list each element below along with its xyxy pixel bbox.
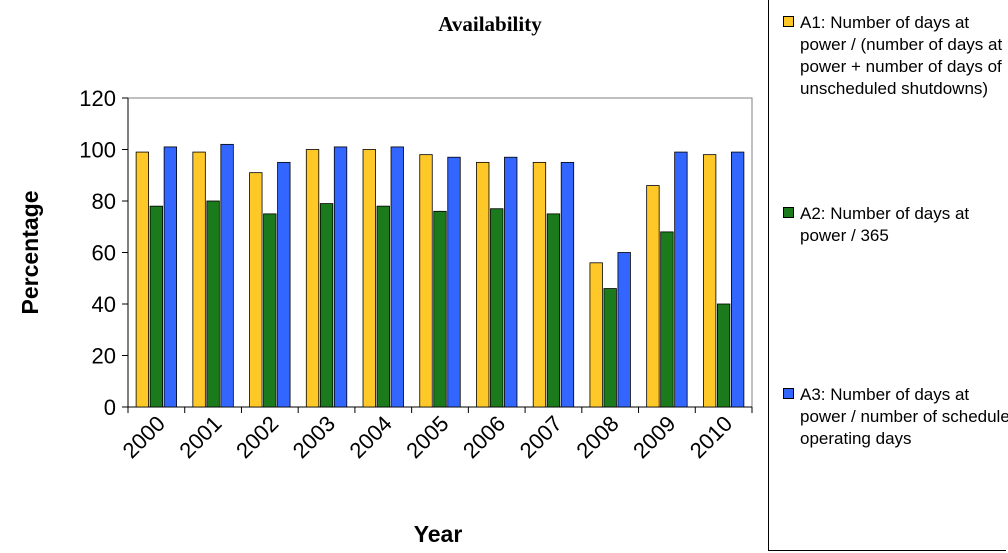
y-tick-label: 0 [104, 395, 116, 420]
x-tick-label: 2005 [401, 411, 453, 463]
bar [730, 151, 745, 408]
legend-label-a1: A1: Number of days at power / (number of… [800, 13, 1003, 98]
x-tick-label: 2004 [345, 411, 397, 463]
bar [149, 205, 164, 408]
bar [263, 213, 277, 408]
bar [305, 149, 320, 408]
bar [546, 213, 561, 408]
x-tick-label: 2006 [458, 411, 510, 463]
y-tick-label: 80 [92, 189, 116, 214]
x-tick-label: 2008 [571, 411, 623, 463]
bar [589, 262, 603, 408]
y-tick-label: 100 [79, 138, 116, 163]
x-tick-label: 2010 [685, 411, 737, 463]
bar [674, 151, 688, 408]
bar [716, 303, 731, 408]
bar [220, 143, 234, 408]
y-tick-label: 20 [92, 344, 116, 369]
legend-label-a3: A3: Number of days at power / number of … [800, 385, 1008, 448]
x-tick-label: 2000 [118, 411, 170, 463]
x-tick-label: 2009 [628, 411, 680, 463]
bar [333, 146, 348, 408]
y-tick-label: 60 [92, 241, 116, 266]
bar [163, 146, 178, 408]
x-axis-title: Year [414, 521, 463, 547]
y-axis-title: Percentage [17, 190, 43, 314]
bar [702, 154, 717, 408]
bar [660, 231, 674, 408]
bar [447, 156, 461, 408]
legend: A1: Number of days at power / (number of… [768, 0, 1008, 551]
bar [560, 161, 575, 408]
bar [249, 172, 263, 408]
y-tick-label: 40 [92, 292, 116, 317]
y-tick-label: 120 [79, 86, 116, 111]
bar [490, 208, 504, 408]
bar [135, 151, 150, 408]
chart-title: Availability [438, 12, 542, 36]
legend-swatch-a1 [783, 16, 794, 27]
bar [603, 288, 617, 408]
bar [319, 203, 334, 408]
bar [376, 205, 390, 408]
bar [617, 252, 631, 408]
bar [206, 200, 220, 408]
bar [362, 149, 376, 408]
legend-swatch-a2 [783, 207, 794, 218]
x-tick-label: 2003 [288, 411, 340, 463]
bar [476, 161, 490, 408]
bar [277, 161, 291, 408]
bar [419, 154, 433, 408]
bar [532, 161, 547, 408]
bar [504, 156, 518, 408]
x-tick-label: 2007 [515, 411, 567, 463]
x-tick-label: 2001 [174, 411, 226, 463]
x-tick-label: 2002 [231, 411, 283, 463]
bar [433, 210, 447, 408]
legend-label-a2: A2: Number of days at power / 365 [800, 204, 970, 245]
bar [192, 151, 206, 408]
legend-swatch-a3 [783, 388, 794, 399]
bar [390, 146, 404, 408]
bar [646, 185, 660, 408]
